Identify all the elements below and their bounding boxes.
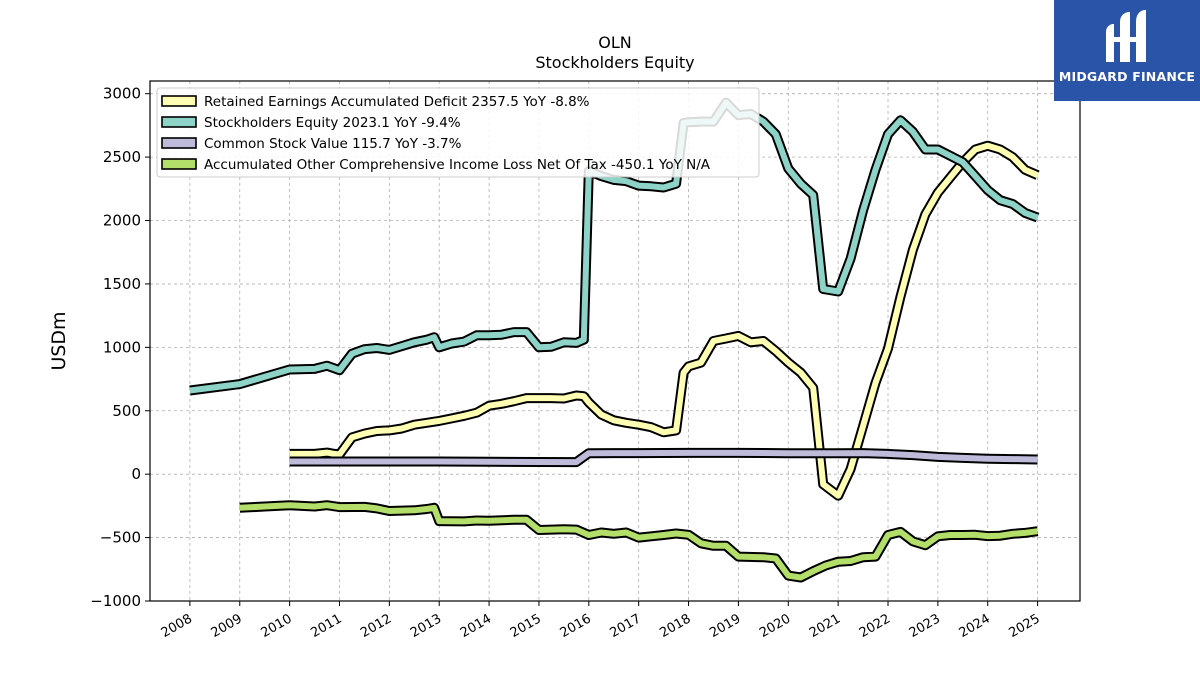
legend-swatch xyxy=(161,158,197,170)
series-line xyxy=(289,142,1039,499)
legend-entry: Common Stock Value 115.7 YoY -3.7% xyxy=(204,136,462,152)
chart-subtitle: Stockholders Equity xyxy=(535,53,694,72)
legend-box xyxy=(156,87,760,178)
x-tick-label: 2025 xyxy=(1006,611,1042,641)
series-line xyxy=(239,502,1039,581)
x-tick-label: 2022 xyxy=(857,611,893,641)
y-tick-label: 2000 xyxy=(103,212,141,230)
y-tick-label: 500 xyxy=(112,402,141,420)
series-1 xyxy=(289,140,1040,501)
x-tick-label: 2023 xyxy=(907,611,943,641)
series-line-outline xyxy=(289,140,1040,501)
plot-frame xyxy=(149,80,1081,602)
x-tick-label: 2008 xyxy=(159,611,195,641)
y-tick-label: 2500 xyxy=(103,148,141,166)
y-tick-label: −1000 xyxy=(90,592,141,610)
legend-swatch xyxy=(161,95,197,107)
legend-entry: Accumulated Other Comprehensive Income L… xyxy=(204,157,711,173)
x-tick-label: 2012 xyxy=(358,611,394,641)
x-tick-label: 2014 xyxy=(458,611,494,641)
y-tick-label: −500 xyxy=(100,529,141,547)
x-tick-label: 2011 xyxy=(308,611,344,641)
legend-swatch xyxy=(161,116,197,128)
series-line xyxy=(289,449,1038,466)
series-line xyxy=(189,99,1039,394)
chart-title: OLN xyxy=(598,33,631,52)
x-tick-label: 2024 xyxy=(957,611,993,641)
y-axis-label: USDm xyxy=(48,311,70,370)
series-3 xyxy=(289,447,1038,468)
series-layer xyxy=(189,97,1040,583)
series-2 xyxy=(189,97,1040,396)
y-tick-label: 1000 xyxy=(103,338,141,356)
logo-mark-icon xyxy=(1106,10,1146,62)
y-tick-label: 3000 xyxy=(103,85,141,103)
legend: Retained Earnings Accumulated Deficit 23… xyxy=(156,87,760,178)
y-axis-ticks: −1000 −500 0 500 1000 1500 2000 2500 3000 xyxy=(90,85,150,610)
logo-text: MIDGARD FINANCE xyxy=(1058,69,1196,84)
series-4 xyxy=(239,500,1039,583)
x-tick-label: 2010 xyxy=(258,611,294,641)
y-tick-label: 1500 xyxy=(103,275,141,293)
legend-entry: Retained Earnings Accumulated Deficit 23… xyxy=(204,94,590,110)
x-tick-label: 2016 xyxy=(558,611,594,641)
midgard-finance-logo: MIDGARD FINANCE xyxy=(1054,0,1200,101)
x-tick-label: 2017 xyxy=(608,611,644,641)
x-tick-label: 2009 xyxy=(209,611,245,641)
legend-entry: Stockholders Equity 2023.1 YoY -9.4% xyxy=(204,115,461,131)
x-tick-label: 2013 xyxy=(408,611,444,641)
legend-swatch xyxy=(161,137,197,149)
x-tick-label: 2015 xyxy=(508,611,544,641)
x-tick-label: 2020 xyxy=(757,611,793,641)
y-tick-label: 0 xyxy=(131,465,141,483)
x-axis-ticks: 2008 2009 2010 2011 2012 2013 2014 2015 2016 2017… xyxy=(159,601,1043,641)
x-tick-label: 2019 xyxy=(707,611,743,641)
x-tick-label: 2021 xyxy=(807,611,843,641)
x-tick-label: 2018 xyxy=(657,611,693,641)
